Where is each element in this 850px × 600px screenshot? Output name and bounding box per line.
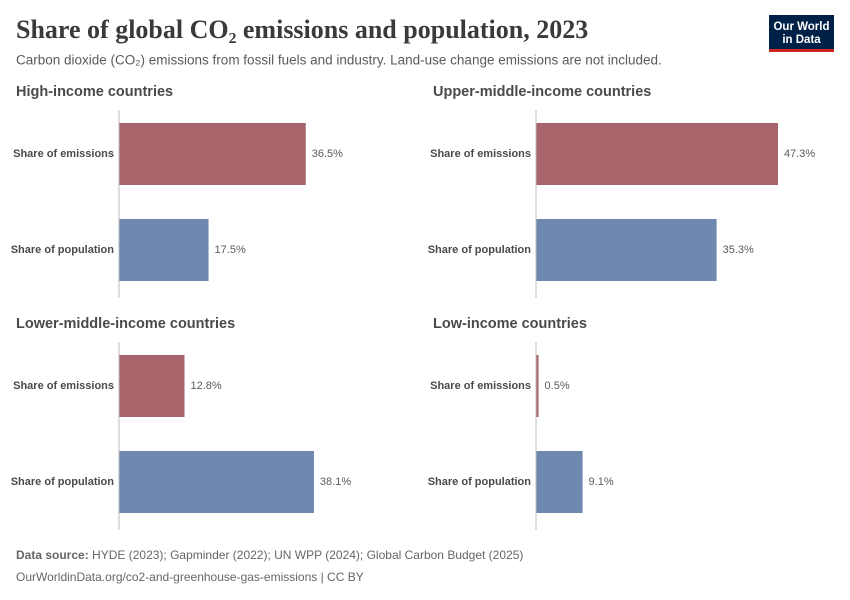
value-label: 36.5% xyxy=(312,148,343,160)
value-label: 47.3% xyxy=(784,148,815,160)
category-label: Share of population xyxy=(428,476,532,488)
category-label: Share of emissions xyxy=(13,148,114,160)
bar xyxy=(119,451,314,513)
category-label: Share of population xyxy=(11,476,115,488)
logo-bar xyxy=(769,49,834,52)
value-label: 38.1% xyxy=(320,476,351,488)
url[interactable]: OurWorldinData.org/co2-and-greenhouse-ga… xyxy=(16,570,364,584)
category-label: Share of emissions xyxy=(13,380,114,392)
bar xyxy=(119,219,209,281)
bar xyxy=(536,219,717,281)
panel-title: Upper-middle-income countries xyxy=(433,84,651,100)
bar xyxy=(536,451,583,513)
bar xyxy=(119,355,185,417)
value-label: 0.5% xyxy=(545,380,570,392)
category-label: Share of emissions xyxy=(430,148,531,160)
category-label: Share of population xyxy=(11,244,115,256)
bar xyxy=(536,123,778,185)
source-label: Data source: xyxy=(16,548,89,562)
panel-title: Lower-middle-income countries xyxy=(16,316,235,332)
subtitle: Carbon dioxide (CO₂) emissions from foss… xyxy=(16,53,662,68)
logo-box xyxy=(769,15,834,49)
logo-text: in Data xyxy=(782,34,821,46)
logo-text: Our World xyxy=(773,21,829,33)
value-label: 35.3% xyxy=(723,244,754,256)
panel-title: High-income countries xyxy=(16,84,173,100)
panel-title: Low-income countries xyxy=(433,316,587,332)
value-label: 17.5% xyxy=(215,244,246,256)
chart-title: Share of global CO₂ emissions and popula… xyxy=(16,15,588,44)
value-label: 12.8% xyxy=(190,380,221,392)
bar xyxy=(119,123,306,185)
value-label: 9.1% xyxy=(589,476,614,488)
bar xyxy=(536,355,539,417)
category-label: Share of population xyxy=(428,244,532,256)
source-text: HYDE (2023); Gapminder (2022); UN WPP (2… xyxy=(92,548,523,562)
source: Data source: HYDE (2023); Gapminder (202… xyxy=(16,548,523,562)
logo[interactable]: Our World in Data xyxy=(769,15,834,52)
category-label: Share of emissions xyxy=(430,380,531,392)
